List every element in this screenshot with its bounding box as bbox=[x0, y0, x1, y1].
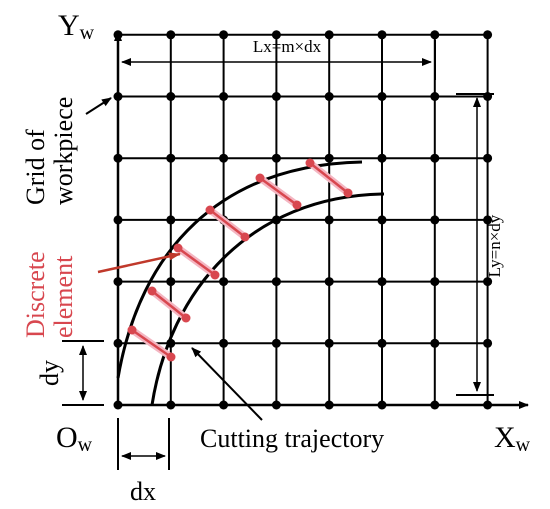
grid-node bbox=[219, 338, 229, 348]
grid-node bbox=[166, 215, 176, 225]
grid-label-line1: Grid of bbox=[21, 129, 50, 205]
element-node bbox=[255, 173, 265, 183]
grid-node bbox=[113, 215, 123, 225]
discrete-element-segment bbox=[209, 209, 246, 238]
grid-node bbox=[430, 30, 440, 40]
y-axis-label: Yw bbox=[58, 9, 95, 44]
discrete-elements bbox=[127, 158, 353, 362]
grid-node bbox=[430, 277, 440, 287]
trajectory-pointer bbox=[191, 347, 263, 421]
lx-label: Lx=m×dx bbox=[253, 37, 322, 56]
grid-node bbox=[377, 400, 387, 410]
grid-node bbox=[430, 400, 440, 410]
grid-node bbox=[377, 92, 387, 101]
grid-node bbox=[324, 215, 334, 225]
grid-node bbox=[271, 30, 281, 40]
element-label-pointer bbox=[97, 252, 181, 274]
element-node bbox=[173, 243, 183, 253]
grid-node bbox=[324, 400, 334, 410]
grid-node bbox=[483, 338, 493, 348]
workpiece-grid bbox=[113, 30, 493, 410]
grid-node bbox=[113, 338, 123, 348]
grid-node bbox=[377, 30, 387, 40]
grid-node bbox=[271, 400, 281, 410]
grid-node bbox=[377, 153, 387, 163]
element-node bbox=[305, 158, 315, 168]
grid-node bbox=[166, 30, 176, 40]
grid-node bbox=[324, 153, 334, 163]
element-node bbox=[343, 188, 353, 198]
origin-label: Ow bbox=[56, 421, 93, 456]
grid-node bbox=[271, 92, 281, 101]
grid-node bbox=[271, 277, 281, 287]
discrete-element-segment bbox=[131, 328, 172, 359]
grid-node bbox=[166, 92, 176, 101]
grid-node bbox=[271, 153, 281, 163]
x-axis-label: Xw bbox=[494, 421, 531, 456]
grid-node bbox=[324, 277, 334, 287]
grid-node bbox=[324, 30, 334, 40]
grid-node bbox=[113, 92, 123, 101]
dx-label: dx bbox=[130, 477, 156, 506]
grid-node bbox=[113, 30, 123, 40]
grid-node bbox=[219, 277, 229, 287]
grid-label-pointer bbox=[85, 97, 112, 115]
grid-node bbox=[483, 153, 493, 163]
grid-node bbox=[271, 338, 281, 348]
grid-node bbox=[113, 400, 123, 410]
grid-node bbox=[219, 30, 229, 40]
discrete-element-segment bbox=[177, 246, 216, 277]
element-node bbox=[127, 325, 137, 335]
grid-node bbox=[377, 277, 387, 287]
grid-node bbox=[219, 92, 229, 101]
grid-node bbox=[483, 30, 493, 40]
trajectory-label: Cutting trajectory bbox=[200, 424, 384, 453]
grid-node bbox=[377, 338, 387, 348]
grid-node bbox=[166, 277, 176, 287]
grid-node bbox=[430, 92, 440, 101]
grid-node bbox=[219, 400, 229, 410]
grid-node bbox=[113, 277, 123, 287]
dy-label: dy bbox=[35, 360, 64, 386]
element-node bbox=[181, 313, 191, 323]
grid-node bbox=[483, 400, 493, 410]
element-node bbox=[205, 205, 215, 215]
ly-label: Ly=n×dy bbox=[485, 214, 504, 277]
grid-node bbox=[430, 215, 440, 225]
element-node bbox=[210, 270, 220, 280]
element-label-line1: Discrete bbox=[21, 251, 50, 338]
grid-node bbox=[324, 92, 334, 101]
element-label-line2: element bbox=[49, 255, 78, 338]
element-node bbox=[240, 232, 250, 242]
element-node bbox=[166, 352, 176, 362]
grid-node bbox=[324, 338, 334, 348]
cutting-trajectory-inner bbox=[150, 192, 385, 406]
grid-node bbox=[219, 153, 229, 163]
grid-node bbox=[377, 215, 387, 225]
discrete-element-segment bbox=[309, 162, 349, 194]
grid-node bbox=[430, 338, 440, 348]
grid-node bbox=[113, 153, 123, 163]
discrete-element-segment bbox=[151, 290, 187, 319]
grid-node bbox=[483, 215, 493, 225]
grid-node bbox=[483, 277, 493, 287]
grid-node bbox=[166, 153, 176, 163]
grid-label-line2: workpiece bbox=[49, 97, 78, 205]
element-node bbox=[292, 200, 302, 210]
element-node bbox=[147, 286, 157, 296]
discrete-element-segment bbox=[259, 176, 298, 207]
grid-node bbox=[430, 153, 440, 163]
grid-node bbox=[166, 400, 176, 410]
